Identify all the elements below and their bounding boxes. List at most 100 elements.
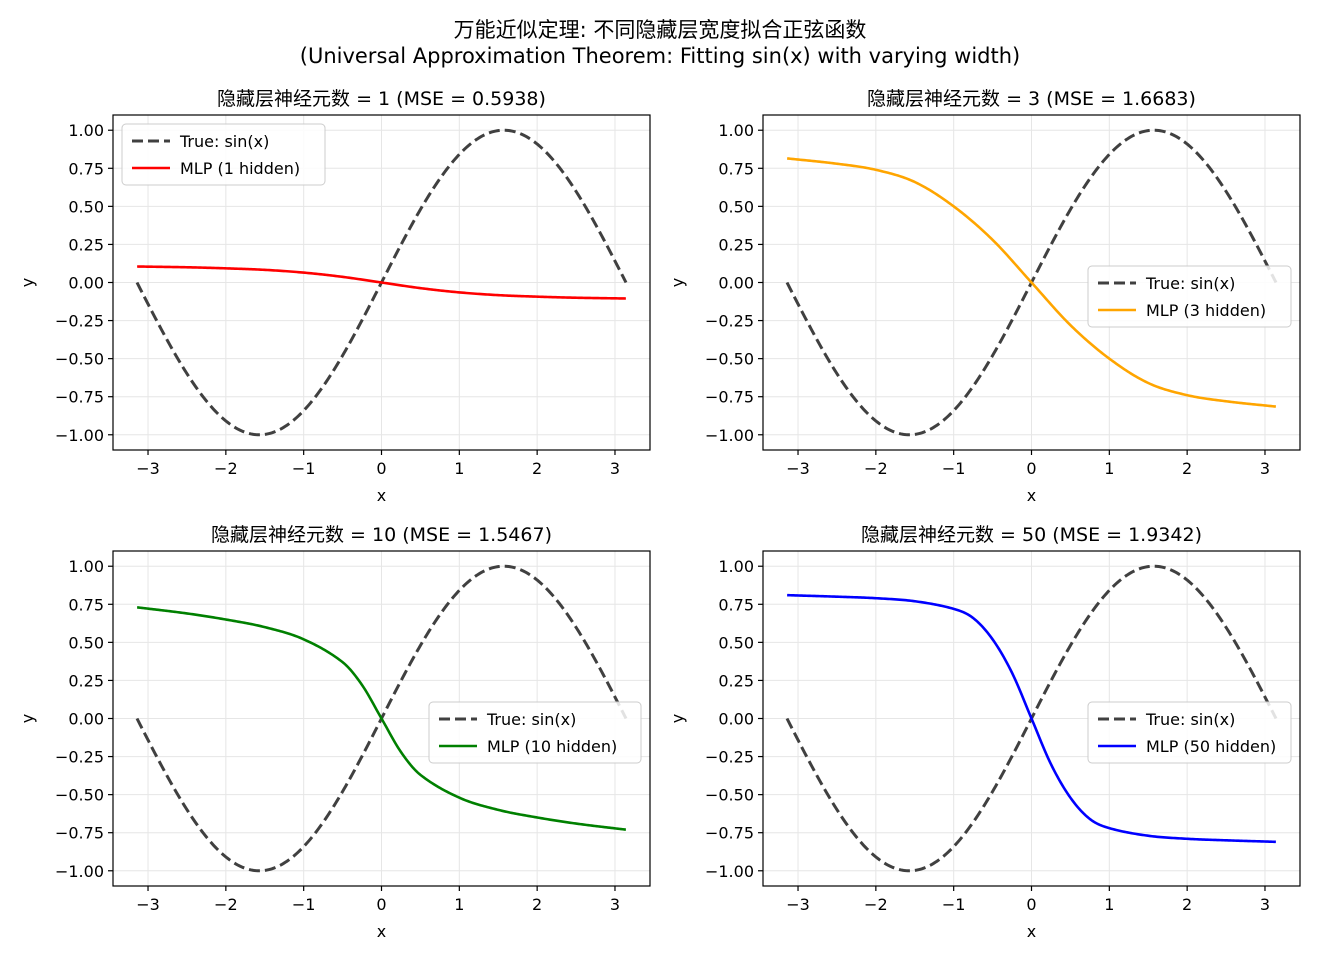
x-tick-label: 3: [1260, 895, 1270, 914]
subplot-title: 隐藏层神经元数 = 1 (MSE = 0.5938): [217, 88, 546, 110]
legend-box: [428, 701, 642, 764]
x-tick-label: −2: [864, 895, 888, 914]
y-tick-label: −1.00: [55, 862, 104, 881]
y-tick-label: −0.75: [55, 824, 104, 843]
x-tick-label: −1: [292, 895, 316, 914]
legend-label: True: sin(x): [179, 132, 269, 151]
x-axis-label: x: [1027, 922, 1036, 941]
y-tick-label: −0.75: [705, 388, 754, 407]
y-tick-label: −1.00: [705, 426, 754, 445]
x-tick-label: −2: [214, 895, 238, 914]
y-tick-label: 0.00: [68, 274, 104, 293]
subplot-1: 隐藏层神经元数 = 1 (MSE = 0.5938) −3 −2 −1 0 1 2 3 −1.0…: [18, 88, 651, 505]
y-axis-label: y: [668, 714, 687, 723]
legend: True: sin(x) MLP (10 hidden): [428, 701, 642, 764]
y-tick-label: 0.75: [68, 159, 104, 178]
subplot-title: 隐藏层神经元数 = 3 (MSE = 1.6683): [867, 88, 1196, 110]
x-tick-label: 1: [1104, 895, 1114, 914]
x-tick-label: −3: [136, 459, 160, 478]
legend: True: sin(x) MLP (50 hidden): [1087, 701, 1292, 764]
x-tick-label: −1: [292, 459, 316, 478]
y-tick-label: 0.50: [718, 633, 754, 652]
y-tick-label: 0.75: [718, 595, 754, 614]
x-tick-label: −1: [942, 459, 966, 478]
x-tick-label: 2: [532, 459, 542, 478]
y-tick-label: −0.75: [55, 388, 104, 407]
legend: True: sin(x) MLP (1 hidden): [121, 123, 326, 186]
y-tick-label: 1.00: [68, 121, 104, 140]
x-tick-label: 3: [610, 895, 620, 914]
x-tick-label: −2: [214, 459, 238, 478]
x-axis-label: x: [377, 486, 386, 505]
y-axis-label: y: [18, 278, 37, 287]
x-tick-label: 0: [1026, 459, 1036, 478]
x-tick-label: 3: [610, 459, 620, 478]
y-tick-label: 0.25: [718, 235, 754, 254]
x-tick-label: 0: [376, 459, 386, 478]
x-tick-label: 2: [532, 895, 542, 914]
x-tick-label: 1: [454, 895, 464, 914]
y-tick-label: 1.00: [718, 121, 754, 140]
subplots-container: 隐藏层神经元数 = 1 (MSE = 0.5938) −3 −2 −1 0 1 2 3 −1.0…: [18, 88, 1301, 941]
x-tick-label: 0: [1026, 895, 1036, 914]
y-tick-label: −0.50: [705, 350, 754, 369]
y-tick-label: 0.50: [68, 633, 104, 652]
y-axis-label: y: [18, 714, 37, 723]
legend-box: [1087, 701, 1292, 764]
legend-box: [121, 123, 326, 186]
mlp-curve: [787, 593, 1276, 844]
figure-title-line2: (Universal Approximation Theorem: Fittin…: [300, 44, 1021, 68]
x-tick-label: −3: [786, 895, 810, 914]
x-axis-label: x: [1027, 486, 1036, 505]
y-tick-label: 1.00: [718, 557, 754, 576]
legend-box: [1087, 265, 1292, 328]
x-tick-label: 1: [454, 459, 464, 478]
y-tick-label: −1.00: [705, 862, 754, 881]
x-tick-label: −3: [136, 895, 160, 914]
y-tick-label: 0.25: [68, 235, 104, 254]
y-tick-label: −0.75: [705, 824, 754, 843]
x-tick-label: 2: [1182, 895, 1192, 914]
y-tick-label: 0.50: [718, 197, 754, 216]
subplot-2: 隐藏层神经元数 = 3 (MSE = 1.6683) −3 −2 −1 0 1 2 3 −1.0…: [668, 88, 1301, 505]
y-tick-label: −0.25: [705, 748, 754, 767]
y-tick-label: −0.50: [55, 350, 104, 369]
subplot-title: 隐藏层神经元数 = 50 (MSE = 1.9342): [861, 524, 1202, 546]
y-tick-label: −0.50: [55, 786, 104, 805]
x-tick-label: −3: [786, 459, 810, 478]
legend-label: MLP (3 hidden): [1146, 301, 1266, 320]
x-tick-label: 2: [1182, 459, 1192, 478]
subplot-4: 隐藏层神经元数 = 50 (MSE = 1.9342) −3 −2 −1 0 1 2 3 −1.…: [668, 524, 1301, 941]
mlp-curve: [136, 606, 627, 831]
y-tick-label: −0.25: [55, 312, 104, 331]
y-tick-label: 0.00: [718, 710, 754, 729]
y-tick-label: −1.00: [55, 426, 104, 445]
figure-title-line1: 万能近似定理: 不同隐藏层宽度拟合正弦函数: [454, 18, 867, 42]
y-tick-label: 0.50: [68, 197, 104, 216]
y-tick-label: 0.00: [718, 274, 754, 293]
mlp-curve: [786, 157, 1277, 408]
legend-label: True: sin(x): [1145, 710, 1235, 729]
y-tick-label: −0.50: [705, 786, 754, 805]
y-tick-label: 0.75: [68, 595, 104, 614]
legend-label: MLP (10 hidden): [487, 737, 617, 756]
x-axis-label: x: [377, 922, 386, 941]
y-tick-label: 0.00: [68, 710, 104, 729]
legend-label: True: sin(x): [1145, 274, 1235, 293]
x-tick-label: 0: [376, 895, 386, 914]
y-tick-label: 0.25: [68, 671, 104, 690]
x-tick-label: −2: [864, 459, 888, 478]
y-axis-label: y: [668, 278, 687, 287]
legend-label: MLP (50 hidden): [1146, 737, 1276, 756]
y-tick-label: −0.25: [705, 312, 754, 331]
legend-label: True: sin(x): [486, 710, 576, 729]
x-tick-label: 3: [1260, 459, 1270, 478]
subplot-title: 隐藏层神经元数 = 10 (MSE = 1.5467): [211, 524, 552, 546]
x-tick-label: −1: [942, 895, 966, 914]
y-tick-label: 1.00: [68, 557, 104, 576]
mlp-curve: [137, 265, 626, 300]
y-tick-label: −0.25: [55, 748, 104, 767]
y-tick-label: 0.75: [718, 159, 754, 178]
x-tick-label: 1: [1104, 459, 1114, 478]
